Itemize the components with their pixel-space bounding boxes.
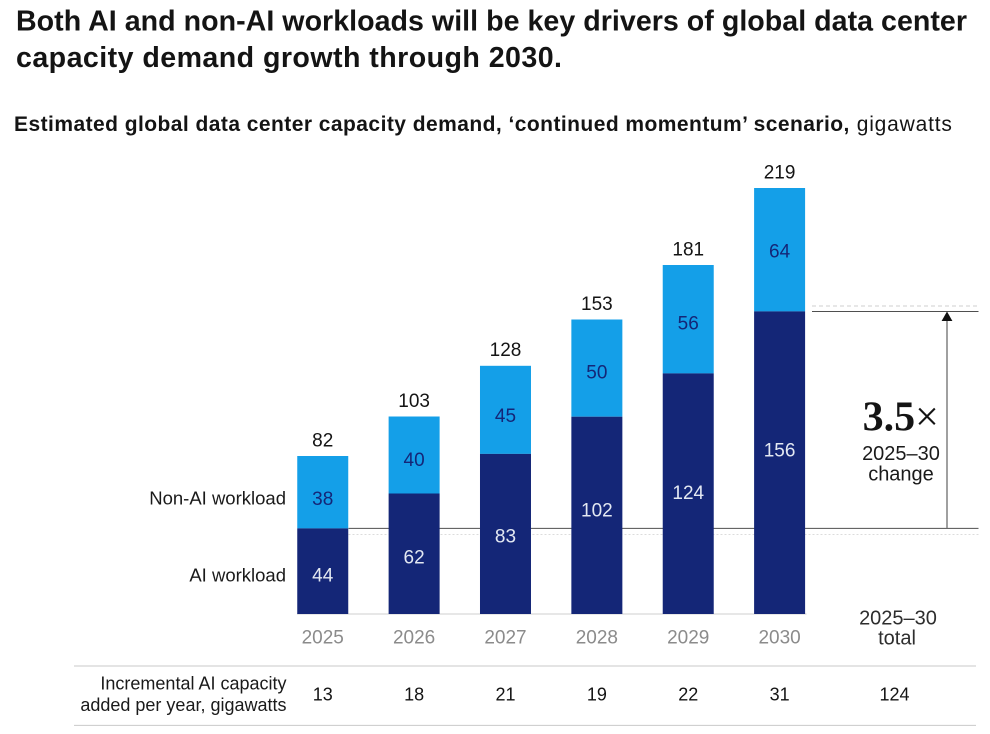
svg-text:21: 21: [495, 685, 515, 705]
svg-text:82: 82: [312, 430, 333, 451]
svg-text:total: total: [878, 628, 916, 650]
svg-text:Estimated global data center c: Estimated global data center capacity de…: [14, 113, 849, 136]
svg-text:103: 103: [398, 391, 430, 412]
svg-text:Incremental AI capacity: Incremental AI capacity: [100, 674, 286, 694]
svg-text:38: 38: [312, 489, 333, 510]
svg-text:156: 156: [764, 441, 796, 462]
svg-text:56: 56: [678, 314, 699, 335]
svg-text:219: 219: [764, 162, 796, 183]
svg-text:13: 13: [313, 685, 333, 705]
svg-text:added per year, gigawatts: added per year, gigawatts: [80, 695, 286, 715]
svg-text:153: 153: [581, 294, 613, 315]
svg-text:AI workload: AI workload: [189, 565, 286, 586]
svg-text:gigawatts: gigawatts: [857, 113, 952, 136]
svg-text:102: 102: [581, 501, 613, 522]
svg-text:124: 124: [879, 685, 909, 705]
svg-text:Non-AI workload: Non-AI workload: [149, 487, 286, 508]
svg-text:2030: 2030: [758, 628, 800, 649]
svg-text:19: 19: [587, 685, 607, 705]
svg-text:45: 45: [495, 406, 516, 427]
svg-text:2028: 2028: [576, 628, 618, 649]
svg-text:40: 40: [404, 450, 425, 471]
svg-text:31: 31: [770, 685, 790, 705]
svg-text:2029: 2029: [667, 628, 709, 649]
svg-text:capacity demand growth through: capacity demand growth through 2030.: [16, 42, 562, 74]
svg-text:44: 44: [312, 566, 334, 587]
svg-text:18: 18: [404, 685, 424, 705]
svg-text:Both AI and non-AI workloads w: Both AI and non-AI workloads will be key…: [16, 6, 967, 38]
svg-text:2027: 2027: [484, 628, 526, 649]
svg-text:128: 128: [490, 340, 522, 361]
svg-text:64: 64: [769, 242, 791, 263]
svg-text:22: 22: [678, 685, 698, 705]
svg-text:2026: 2026: [393, 628, 435, 649]
svg-text:2025: 2025: [302, 628, 344, 649]
svg-text:3.5×: 3.5×: [863, 395, 939, 441]
svg-text:62: 62: [404, 548, 425, 569]
svg-text:124: 124: [672, 483, 704, 504]
svg-text:2025–30: 2025–30: [862, 443, 940, 465]
svg-text:83: 83: [495, 527, 516, 548]
svg-text:50: 50: [586, 363, 607, 384]
svg-text:change: change: [868, 464, 934, 486]
svg-text:181: 181: [672, 239, 704, 260]
svg-text:2025–30: 2025–30: [859, 607, 937, 629]
